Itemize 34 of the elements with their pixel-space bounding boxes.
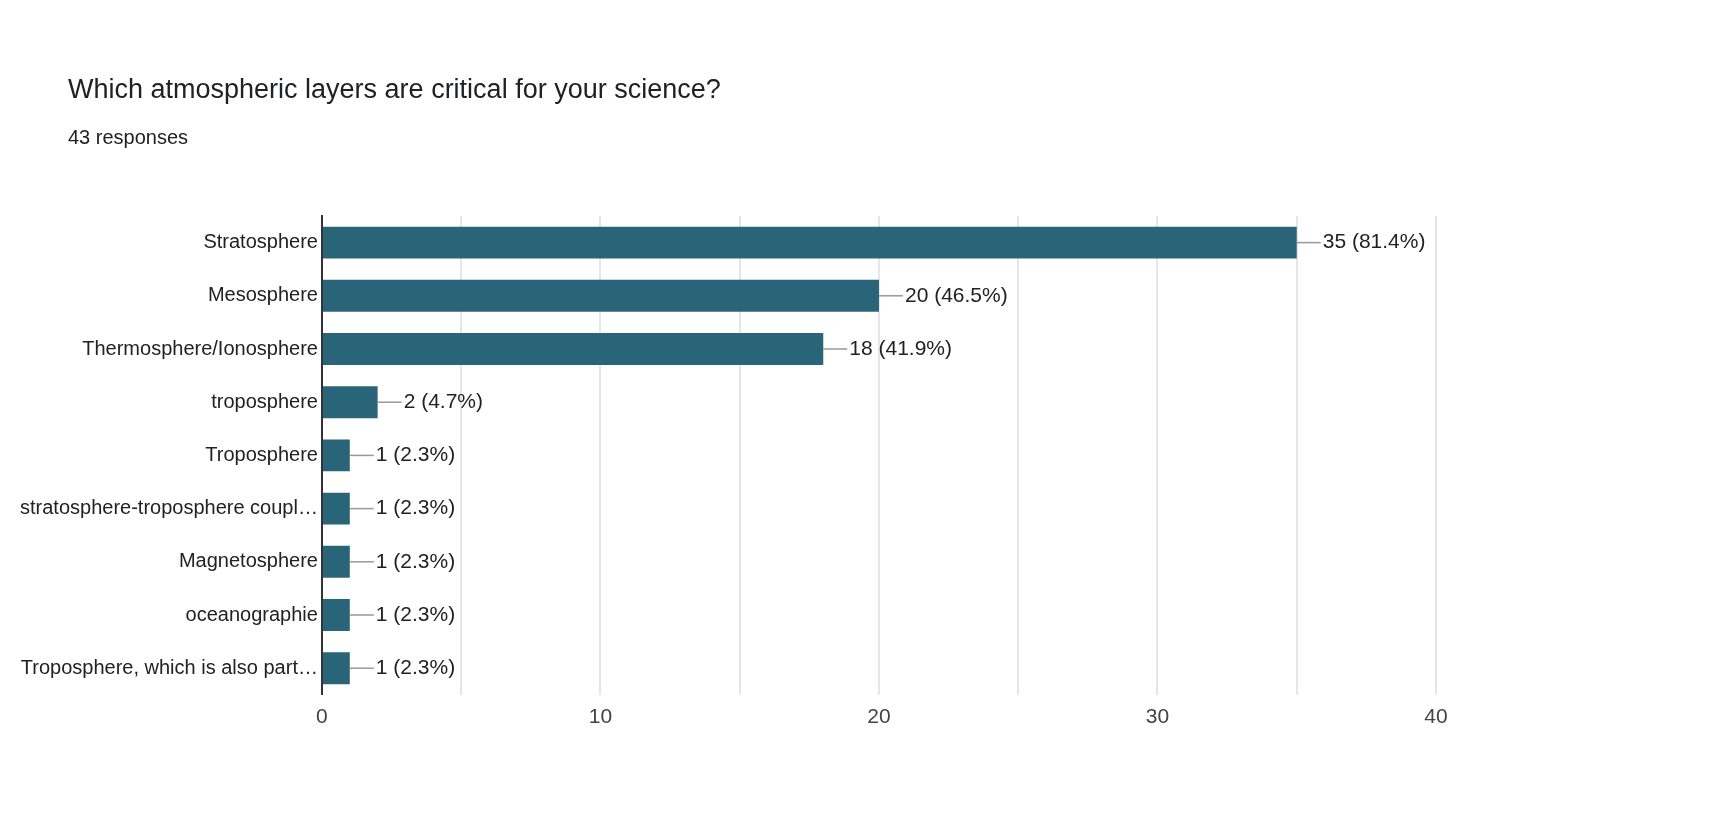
y-tick-label: Troposphere	[205, 442, 318, 465]
y-tick-label: Magnetosphere	[178, 549, 318, 572]
data-label: 1 (2.3%)	[375, 601, 456, 625]
y-tick-label: troposphere	[211, 389, 318, 412]
x-tick-label: 10	[588, 704, 613, 728]
data-label: 1 (2.3%)	[375, 655, 456, 678]
bar	[322, 333, 824, 365]
bar	[322, 386, 378, 419]
bar	[322, 599, 350, 631]
bar	[322, 545, 350, 578]
bar	[322, 226, 1297, 259]
data-label: 1 (2.3%)	[375, 548, 456, 572]
x-tick-label: 20	[867, 704, 891, 728]
bar	[322, 652, 350, 685]
bar	[322, 279, 879, 312]
text: 43 responses	[68, 126, 189, 149]
x-tick-label: 30	[1145, 704, 1170, 728]
bar	[322, 439, 350, 472]
y-tick-label: oceanographie	[185, 602, 318, 625]
x-tick-label: 0	[316, 704, 328, 728]
y-tick-label: Mesosphere	[207, 283, 318, 306]
data-label: 20 (46.5%)	[904, 282, 1008, 306]
data-label: 1 (2.3%)	[375, 442, 456, 466]
x-tick-label: 40	[1424, 704, 1448, 728]
data-label: 35 (81.4%)	[1322, 229, 1426, 253]
data-label: 18 (41.9%)	[849, 335, 952, 359]
y-tick-label: Stratosphere	[203, 230, 318, 253]
y-tick-label: Thermosphere/Ionosphere	[82, 336, 318, 359]
data-label: 2 (4.7%)	[403, 389, 484, 412]
bar	[322, 492, 350, 525]
y-tick-label: Troposphere, which is also part…	[20, 655, 318, 678]
data-label: 1 (2.3%)	[375, 495, 456, 519]
y-tick-label: stratosphere-troposphere coupl…	[19, 496, 318, 519]
chart-title: Which atmospheric layers are critical for your science?	[68, 74, 721, 105]
